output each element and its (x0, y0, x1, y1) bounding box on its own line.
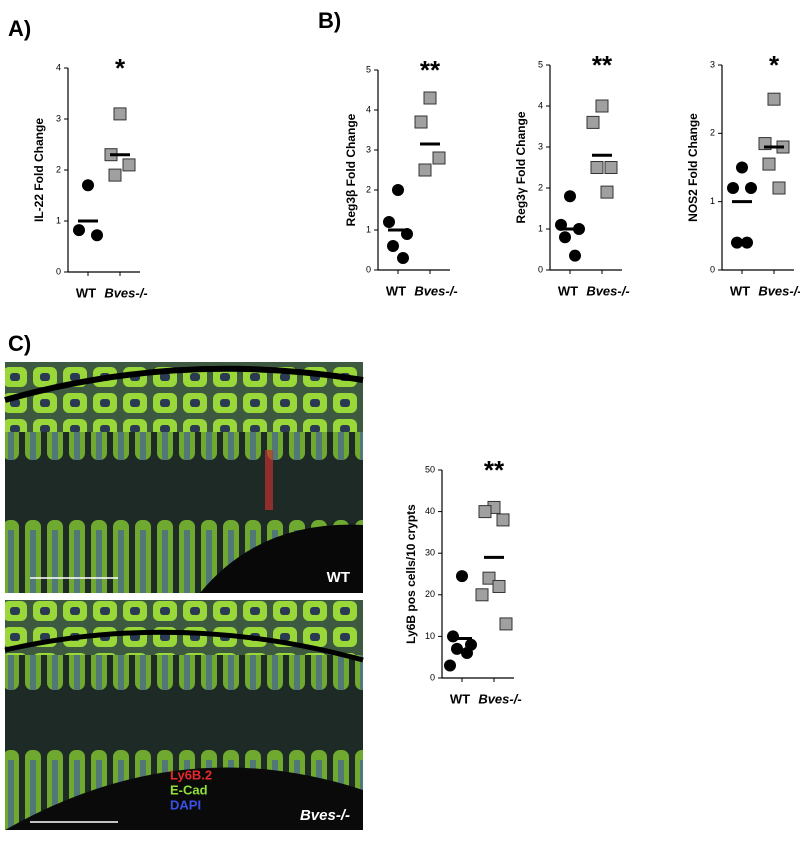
data-point (492, 579, 506, 593)
data-point (727, 182, 739, 194)
image-label: Bves-/- (300, 807, 350, 824)
x-tick-label: Bves-/- (414, 283, 457, 298)
significance: ** (484, 455, 505, 485)
stain-label: DAPI (170, 797, 201, 812)
data-point (461, 647, 473, 660)
y-tick-label: 0 (538, 264, 543, 274)
data-point (91, 229, 103, 242)
data-point (736, 161, 748, 174)
data-point (432, 151, 446, 165)
y-tick-label: 2 (366, 184, 371, 194)
data-point (590, 161, 604, 174)
x-tick-label: WT (730, 283, 750, 298)
panel-label: C) (8, 331, 31, 356)
stain-label: Ly6B.2 (170, 767, 212, 782)
data-point (741, 236, 753, 249)
y-tick-label: 5 (366, 64, 371, 74)
data-point (478, 505, 492, 519)
y-tick-label: 2 (710, 128, 715, 138)
data-point (456, 570, 468, 583)
y-tick-label: 1 (538, 223, 543, 233)
panel-label: B) (318, 8, 341, 33)
x-tick-label: Bves-/- (758, 283, 800, 298)
data-point (499, 617, 513, 631)
y-tick-label: 0 (710, 264, 715, 274)
data-point (392, 184, 404, 196)
x-tick-label: WT (558, 283, 578, 298)
y-tick-label: 1 (366, 224, 371, 234)
x-tick-label: WT (386, 283, 406, 298)
y-axis-title: Reg3β Fold Change (344, 113, 358, 226)
y-tick-label: 0 (56, 266, 61, 276)
y-tick-label: 40 (425, 506, 435, 516)
y-tick-label: 50 (425, 464, 435, 474)
y-tick-label: 2 (56, 164, 61, 174)
y-tick-label: 3 (56, 113, 61, 123)
y-tick-label: 1 (710, 196, 715, 206)
y-tick-label: 3 (366, 144, 371, 154)
data-point (595, 99, 609, 113)
y-axis-title: IL-22 Fold Change (32, 118, 46, 222)
x-tick-label: WT (76, 285, 96, 300)
y-tick-label: 1 (56, 215, 61, 225)
panel-label: A) (8, 16, 31, 41)
data-point (122, 158, 136, 172)
data-point (475, 588, 489, 602)
data-point (423, 91, 437, 105)
data-point (762, 157, 776, 171)
data-point (447, 630, 459, 643)
x-tick-label: Bves-/- (104, 285, 147, 300)
y-axis-title: Ly6B pos cells/10 crypts (404, 504, 418, 644)
y-tick-label: 4 (56, 62, 61, 72)
image-label: WT (327, 569, 350, 586)
data-point (73, 224, 85, 237)
data-point (397, 252, 409, 264)
y-axis-title: Reg3γ Fold Change (514, 111, 528, 223)
significance: ** (420, 55, 441, 85)
y-tick-label: 4 (366, 104, 371, 114)
data-point (482, 571, 496, 585)
data-point (414, 115, 428, 129)
y-axis-title: NOS2 Fold Change (686, 113, 700, 222)
data-point (604, 161, 618, 174)
y-tick-label: 2 (538, 182, 543, 192)
y-tick-label: 4 (538, 100, 543, 110)
x-tick-label: WT (450, 691, 470, 706)
y-tick-label: 20 (425, 589, 435, 599)
data-point (113, 107, 127, 121)
data-point (387, 240, 399, 252)
data-point (451, 642, 463, 655)
y-tick-label: 30 (425, 548, 435, 558)
data-point (383, 216, 395, 228)
micrograph-wt (4, 362, 364, 593)
micrograph-bves (4, 600, 364, 830)
significance: * (769, 50, 780, 80)
data-point (772, 181, 786, 195)
data-point (745, 182, 757, 194)
data-point (418, 163, 432, 177)
y-tick-label: 0 (430, 672, 435, 682)
significance: * (115, 53, 126, 83)
y-tick-label: 3 (538, 141, 543, 151)
data-point (731, 236, 743, 249)
data-point (496, 513, 510, 527)
y-tick-label: 10 (425, 631, 435, 641)
data-point (586, 115, 600, 129)
x-tick-label: Bves-/- (586, 283, 629, 298)
y-tick-label: 0 (366, 264, 371, 274)
x-tick-label: Bves-/- (478, 691, 521, 706)
data-point (564, 190, 576, 203)
data-point (559, 231, 571, 244)
data-point (767, 92, 781, 106)
y-tick-label: 3 (710, 59, 715, 69)
stain-label: E-Cad (170, 782, 208, 797)
data-point (108, 168, 122, 182)
data-point (444, 659, 456, 672)
data-point (82, 179, 94, 192)
significance: ** (592, 50, 613, 80)
data-point (600, 185, 614, 199)
data-point (569, 249, 581, 262)
y-tick-label: 5 (538, 59, 543, 69)
